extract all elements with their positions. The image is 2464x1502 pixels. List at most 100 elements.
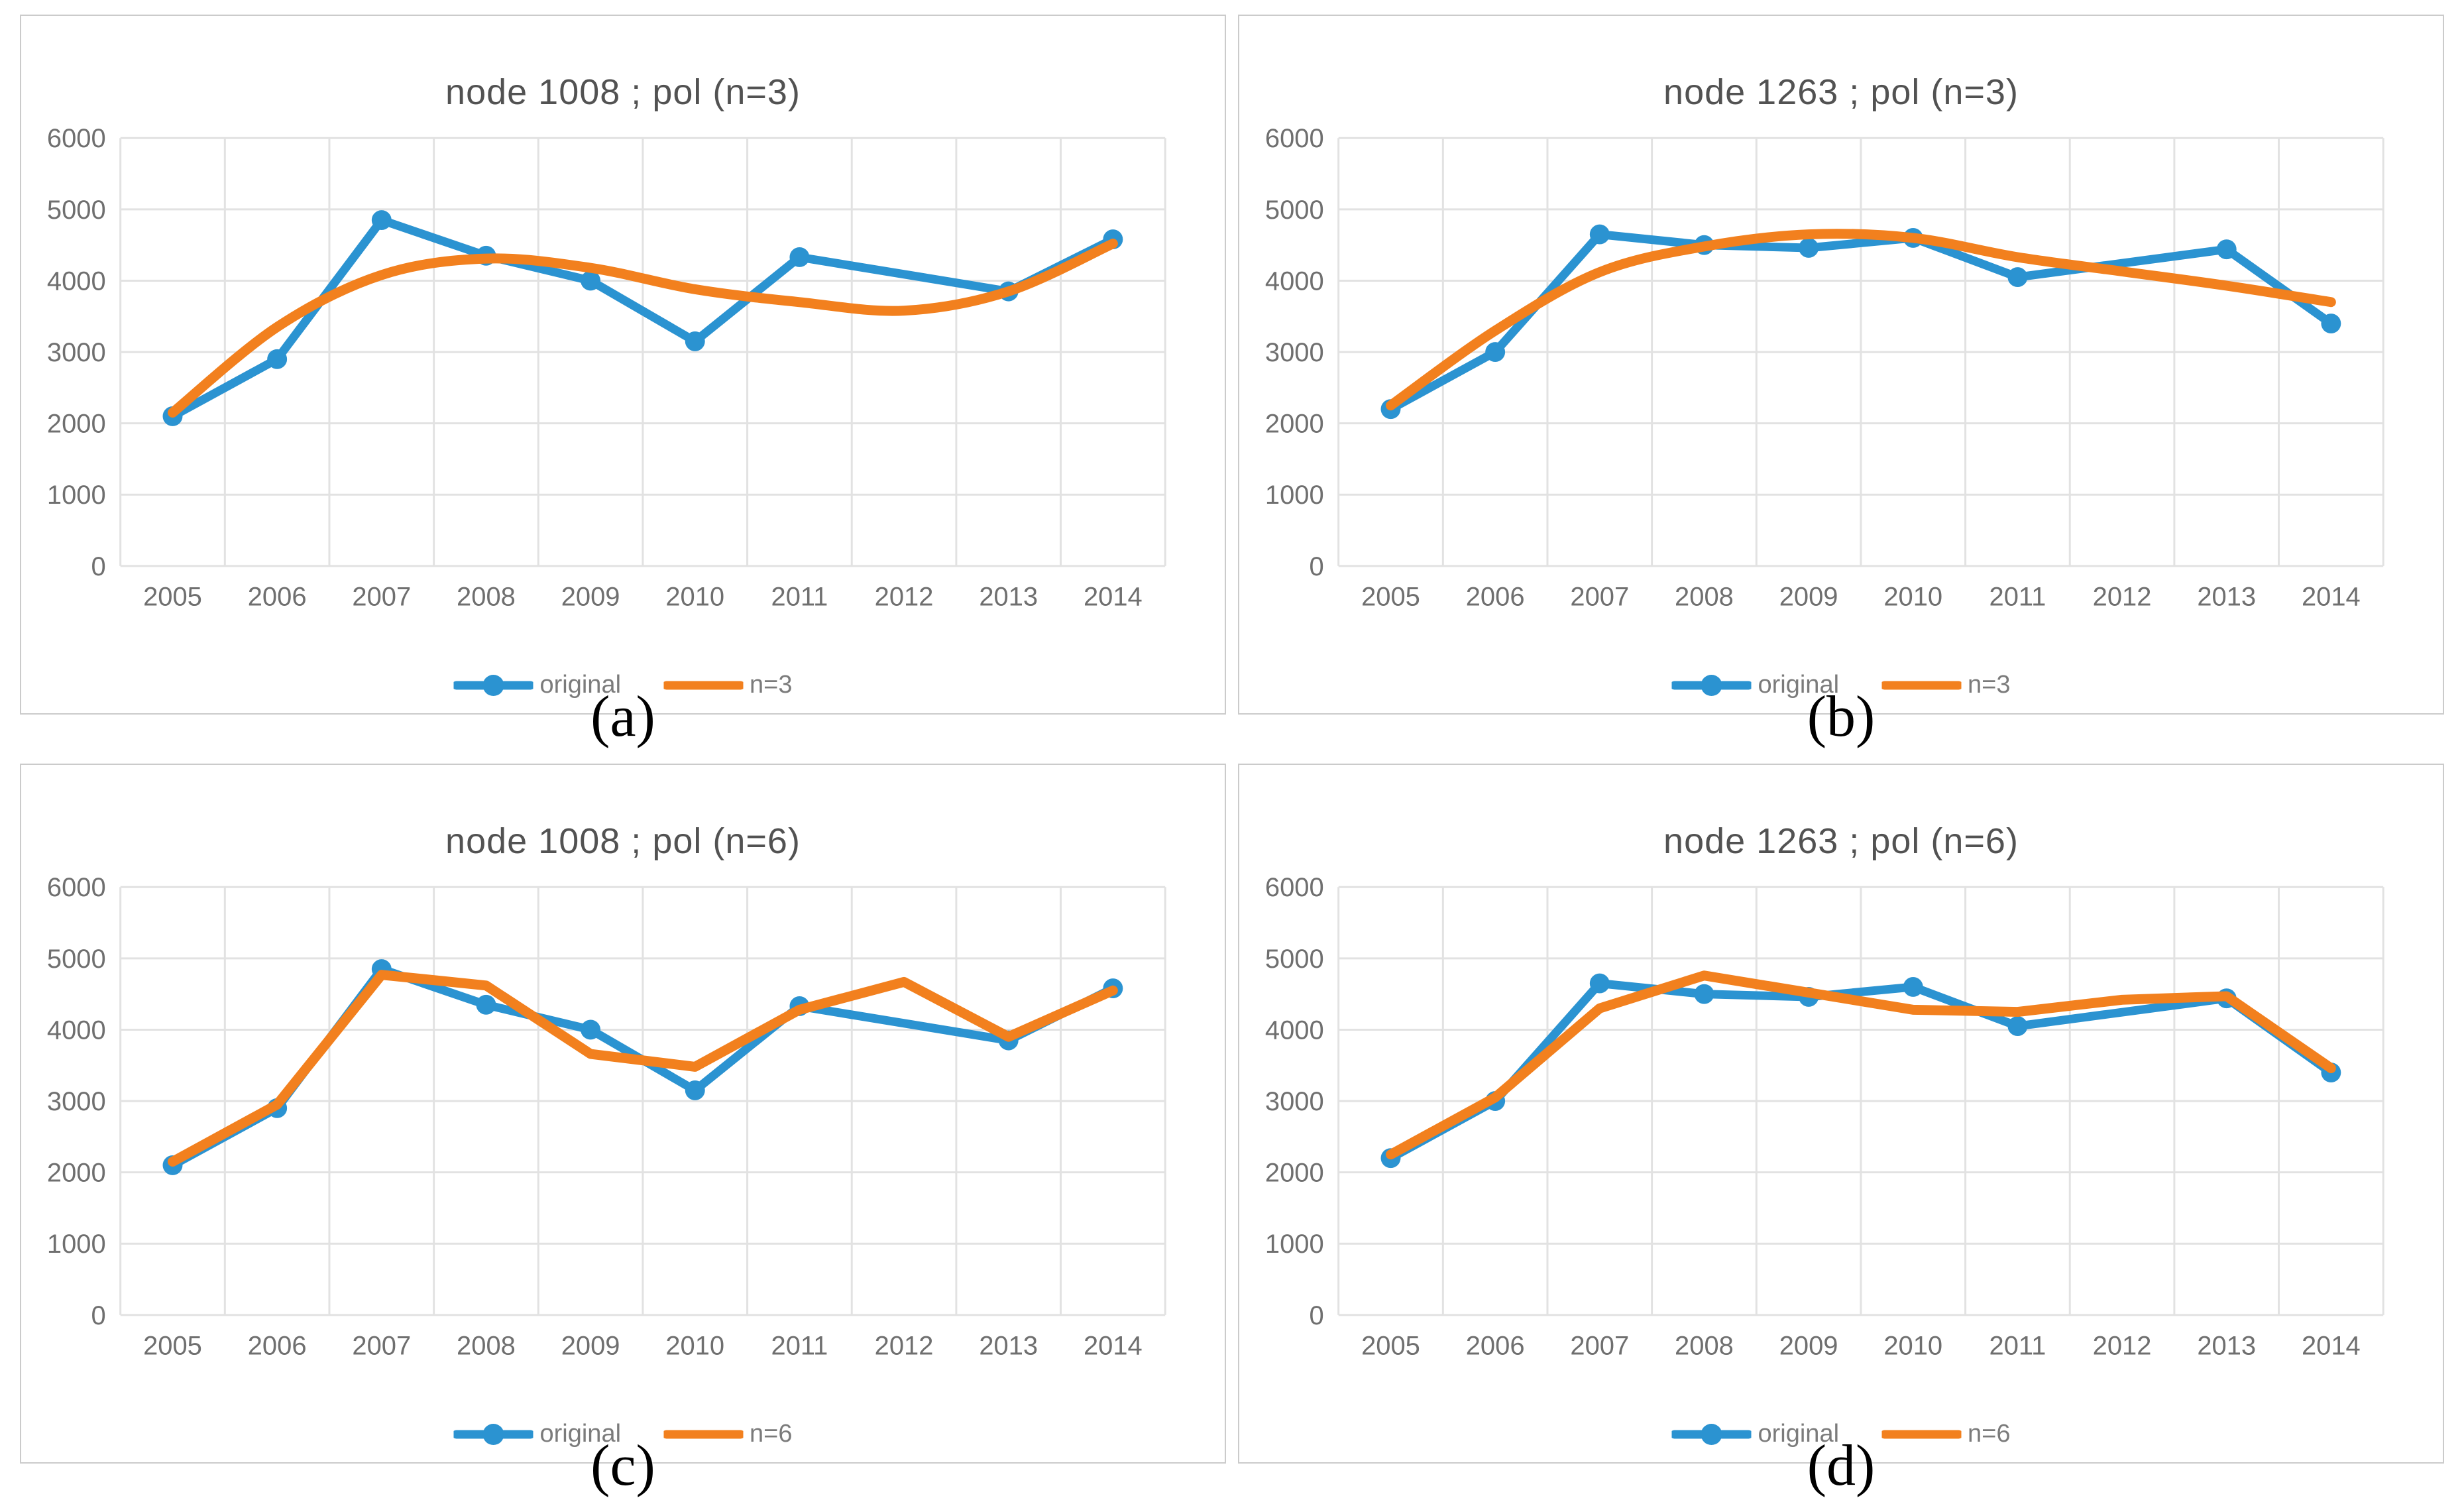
legend-fit-swatch-icon <box>1881 1421 1962 1448</box>
line-chart-d: 0 1000 2000 3000 4000 5000 6000 2005 2006 2007 200… <box>1265 873 2384 1361</box>
x-tick-label: 2012 <box>2093 583 2152 612</box>
chart-panel-c: 0 1000 2000 3000 4000 5000 6000 2005 2006 2007 200… <box>20 764 1226 1495</box>
data-point-marker <box>371 210 392 230</box>
x-tick-label: 2010 <box>1883 583 1942 612</box>
y-tick-label: 6000 <box>47 124 106 153</box>
legend-item-fit: n=6 <box>663 1420 793 1448</box>
legend-original-swatch-icon <box>453 1421 533 1448</box>
legend-item-fit: n=3 <box>1881 671 2011 699</box>
x-tick-label: 2013 <box>979 583 1038 612</box>
x-tick-label: 2013 <box>979 1332 1038 1361</box>
panel-caption-a: (a) <box>590 685 655 750</box>
y-tick-label: 6000 <box>47 873 106 902</box>
x-tick-label: 2012 <box>875 583 934 612</box>
chart-title: node 1008 ; pol (n=6) <box>445 821 801 861</box>
x-tick-label: 2010 <box>665 1332 724 1361</box>
y-tick-label: 1000 <box>1265 481 1324 510</box>
legend-fit-label: n=3 <box>750 671 793 699</box>
x-tick-label: 2009 <box>1779 583 1838 612</box>
x-tick-label: 2009 <box>561 1332 620 1361</box>
data-point-marker <box>685 331 705 351</box>
legend-original-label: original <box>539 671 622 699</box>
legend-original-label: original <box>1758 671 1840 699</box>
x-tick-label: 2011 <box>1989 1332 2046 1361</box>
data-point-marker <box>2007 267 2028 288</box>
y-tick-label: 3000 <box>47 338 106 367</box>
line-chart-c: 0 1000 2000 3000 4000 5000 6000 2005 2006 2007 200… <box>47 873 1166 1361</box>
data-point-marker <box>267 349 288 369</box>
data-point-marker <box>581 1019 601 1040</box>
x-tick-label: 2011 <box>771 583 828 612</box>
line-chart-a: 0 1000 2000 3000 4000 5000 6000 2005 2006 2007 200… <box>47 124 1166 612</box>
y-tick-label: 6000 <box>1265 124 1324 153</box>
y-tick-label: 2000 <box>47 410 106 439</box>
x-tick-label: 2006 <box>1466 1332 1525 1361</box>
chart-legend: original n=3 <box>453 671 793 699</box>
legend-item-fit: n=6 <box>1881 1420 2011 1448</box>
series-line-n=3 <box>168 239 1118 418</box>
x-tick-label: 2014 <box>1084 583 1143 612</box>
panel-caption-c: (c) <box>590 1434 655 1499</box>
y-tick-label: 5000 <box>1265 196 1324 225</box>
x-tick-label: 2008 <box>1675 583 1734 612</box>
data-point-marker <box>2321 314 2341 333</box>
x-tick-label: 2008 <box>457 1332 516 1361</box>
legend-fit-label: n=6 <box>1968 1420 2011 1448</box>
x-tick-label: 2005 <box>1361 1332 1420 1361</box>
legend-item-original: original <box>1671 671 1840 699</box>
legend-line-sample-icon <box>663 681 744 689</box>
legend-original-swatch-icon <box>1671 672 1752 699</box>
x-tick-label: 2007 <box>352 583 411 612</box>
chart-legend: original n=6 <box>453 1420 793 1448</box>
y-tick-label: 5000 <box>47 945 106 974</box>
x-tick-label: 2010 <box>665 583 724 612</box>
x-tick-label: 2006 <box>248 583 307 612</box>
x-tick-label: 2012 <box>2093 1332 2152 1361</box>
chart-legend: original n=3 <box>1671 671 2011 699</box>
series-line-n=3 <box>1386 229 2336 411</box>
x-tick-label: 2014 <box>2302 583 2361 612</box>
x-tick-label: 2005 <box>143 1332 202 1361</box>
legend-original-label: original <box>1758 1420 1840 1448</box>
x-tick-label: 2011 <box>1989 583 2046 612</box>
legend-line-sample-icon <box>453 1423 533 1445</box>
data-point-marker <box>789 247 810 267</box>
legend-item-original: original <box>453 671 622 699</box>
data-point-marker <box>1485 342 1506 363</box>
x-tick-label: 2013 <box>2197 583 2256 612</box>
y-tick-label: 1000 <box>47 1230 106 1259</box>
data-point-marker <box>476 994 496 1015</box>
x-tick-label: 2009 <box>1779 1332 1838 1361</box>
legend-line-sample-icon <box>1881 681 1962 689</box>
chart-panel-d: 0 1000 2000 3000 4000 5000 6000 2005 2006 2007 200… <box>1238 764 2444 1495</box>
x-tick-label: 2005 <box>143 583 202 612</box>
series-line-n=6 <box>1386 970 2336 1160</box>
data-point-marker <box>1589 973 1610 994</box>
data-point-marker <box>2007 1016 2028 1037</box>
legend-line-sample-icon <box>1881 1430 1962 1438</box>
legend-item-original: original <box>453 1420 621 1448</box>
x-tick-label: 2014 <box>1084 1332 1143 1361</box>
legend-line-sample-icon <box>453 674 533 696</box>
y-tick-label: 2000 <box>47 1159 106 1188</box>
series-line-n=6 <box>168 970 1118 1167</box>
data-point-marker <box>2216 239 2237 260</box>
x-tick-label: 2011 <box>771 1332 828 1361</box>
y-tick-label: 2000 <box>1265 410 1324 439</box>
data-point-marker <box>581 270 601 291</box>
data-point-marker <box>1694 984 1714 1004</box>
y-tick-label: 4000 <box>1265 266 1324 296</box>
legend-original-swatch-icon <box>1671 1421 1752 1448</box>
legend-item-original: original <box>1671 1420 1840 1448</box>
chart-title: node 1263 ; pol (n=3) <box>1663 72 2019 112</box>
y-tick-label: 1000 <box>1265 1230 1324 1259</box>
legend-item-fit: n=3 <box>663 671 793 699</box>
x-tick-label: 2008 <box>457 583 516 612</box>
legend-fit-label: n=6 <box>750 1420 793 1448</box>
x-tick-label: 2007 <box>1570 1332 1629 1361</box>
legend-fit-swatch-icon <box>1881 672 1962 699</box>
y-tick-label: 4000 <box>47 1015 106 1045</box>
x-tick-label: 2009 <box>561 583 620 612</box>
x-tick-label: 2013 <box>2197 1332 2256 1361</box>
